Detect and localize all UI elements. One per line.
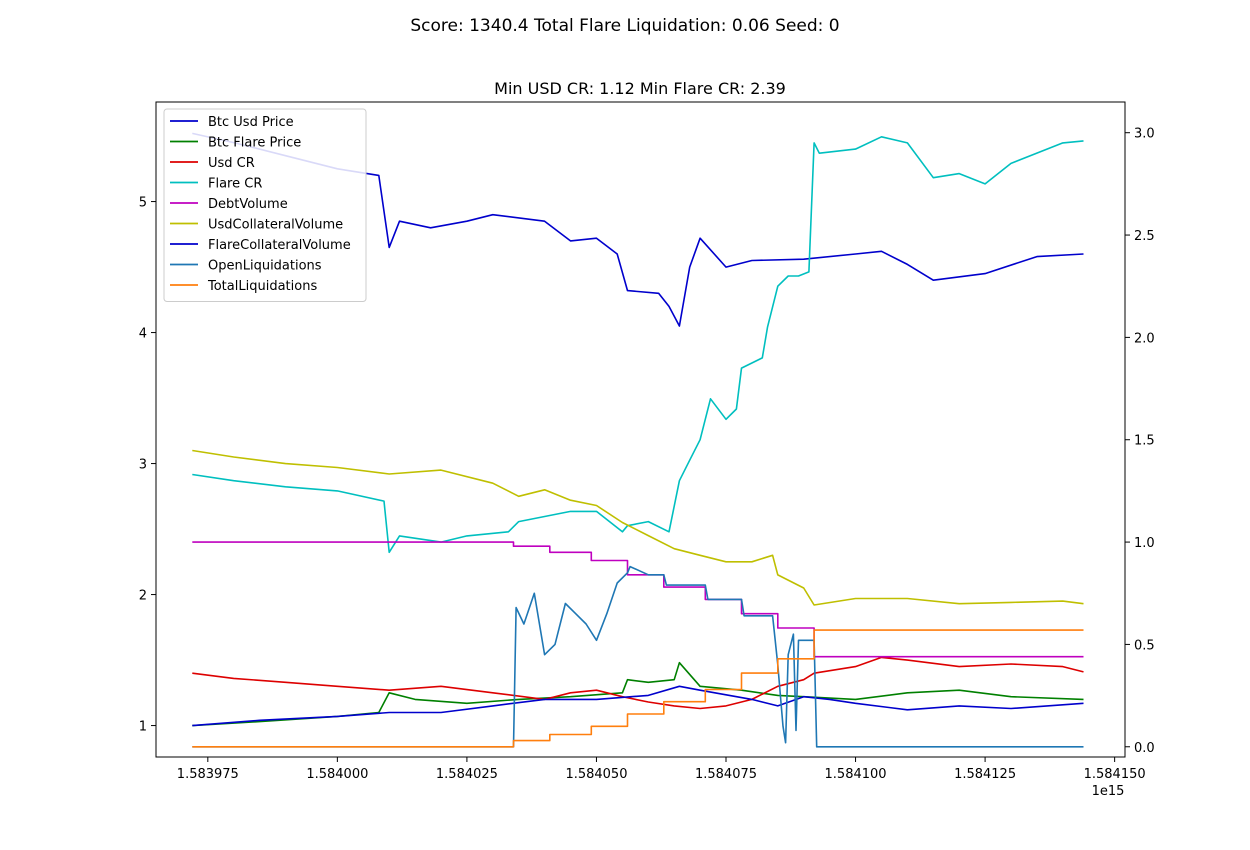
y-left-tick-label: 1: [139, 720, 147, 735]
legend-box: [163, 108, 367, 302]
legend: Btc Usd Price Btc Flare Price Usd CR Flare …: [163, 108, 367, 302]
series-line-debtvolume: [192, 541, 1084, 658]
legend-label: TotalLiquidations: [207, 279, 317, 294]
series-line-usd-cr: [192, 656, 1084, 710]
plot-area: [192, 132, 1084, 748]
legend-label: Btc Flare Price: [208, 136, 301, 151]
x-tick-label: 1.584100: [825, 767, 887, 782]
legend-label: OpenLiquidations: [208, 259, 322, 274]
suptitle: Score: 1340.4 Total Flare Liquidation: 0…: [410, 16, 839, 36]
series-line-flare-cr: [192, 136, 1084, 554]
y-right-tick-label: 0.5: [1134, 638, 1155, 653]
y-axis-right: 0.0 0.5 1.0 1.5 2.0 2.5 3.0: [1125, 127, 1155, 756]
y-right-tick-label: 0.0: [1134, 741, 1155, 756]
x-tick-label: 1.584025: [436, 767, 498, 782]
x-tick-label: 1.584075: [695, 767, 757, 782]
y-right-tick-label: 1.5: [1134, 434, 1155, 449]
y-left-tick-label: 3: [139, 458, 147, 473]
series-line-openliquidations: [192, 565, 1084, 748]
y-left-tick-label: 4: [139, 327, 147, 342]
x-tick-label: 1.584050: [565, 767, 627, 782]
y-right-tick-label: 2.5: [1134, 229, 1155, 244]
y-right-tick-label: 3.0: [1134, 127, 1155, 142]
legend-label: Flare CR: [208, 177, 262, 192]
y-left-tick-label: 2: [139, 589, 147, 604]
plot-title: Min USD CR: 1.12 Min Flare CR: 2.39: [494, 79, 786, 98]
legend-label: DebtVolume: [208, 197, 288, 212]
legend-label: Usd CR: [208, 156, 255, 171]
series-line-btc-usd-price: [192, 132, 1084, 327]
y-axis-left: 1 2 3 4 5: [139, 196, 156, 735]
series-line-flarecollateralvolume: [192, 685, 1084, 727]
series-line-btc-flare-price: [192, 661, 1084, 727]
y-left-tick-label: 5: [139, 196, 147, 211]
legend-label: FlareCollateralVolume: [208, 238, 351, 253]
y-right-tick-label: 2.0: [1134, 331, 1155, 346]
x-axis: 1.583975 1.584000 1.584025 1.584050 1.584075…: [177, 757, 1146, 782]
series-line-usdcollateralvolume: [192, 449, 1084, 606]
x-tick-label: 1.584125: [954, 767, 1016, 782]
y-right-tick-label: 1.0: [1134, 536, 1155, 551]
x-tick-label: 1.583975: [177, 767, 239, 782]
legend-label: UsdCollateralVolume: [208, 218, 343, 233]
x-offset-label: 1e15: [1092, 784, 1125, 799]
x-tick-label: 1.584000: [306, 767, 368, 782]
x-tick-label: 1.584150: [1084, 767, 1146, 782]
series-line-totalliquidations: [192, 629, 1084, 748]
legend-label: Btc Usd Price: [208, 115, 294, 130]
axes-frame: [155, 101, 1126, 758]
